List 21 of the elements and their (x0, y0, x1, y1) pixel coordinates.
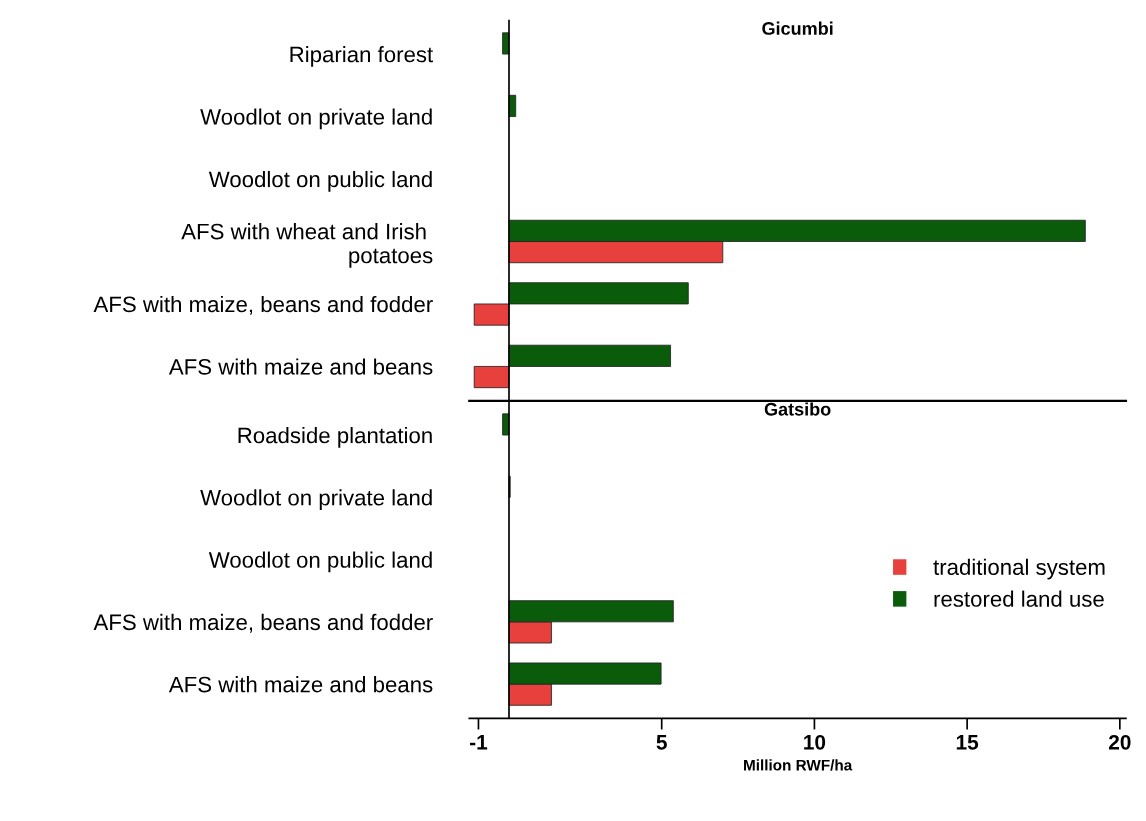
y-tick-label: AFS with maize and beans (168, 676, 433, 693)
legend-label: traditional system (933, 558, 1105, 580)
y-tick-label: Riparian forest (290, 46, 434, 67)
y-tick-label: Woodlot on public land (208, 551, 432, 573)
y-tick-label: AFS with maize, beans and fodder (93, 295, 433, 315)
x-axis-title: Million RWF/ha (744, 759, 853, 771)
x-tick-label: 10 (804, 734, 826, 750)
x-tick-label: 5 (656, 735, 667, 750)
x-tick-label: 20 (1108, 734, 1131, 750)
chart-title: Gatsibo (764, 402, 831, 416)
y-tick-label: AFS with maize, beans and fodder (93, 613, 433, 633)
y-tick-label: AFS with maize and beans (168, 358, 433, 375)
legend-label: restored land use (934, 590, 1104, 607)
chart-title: Gicumbi (762, 21, 833, 35)
y-tick-label: AFS with wheat and Irish potatoes (181, 223, 433, 268)
y-tick-label: Woodlot on private land (200, 489, 432, 510)
x-tick-label: -1 (470, 735, 488, 750)
y-tick-label: Woodlot on private land (200, 108, 432, 130)
y-tick-label: Roadside plantation (238, 426, 432, 448)
x-tick-label: 15 (956, 735, 979, 750)
y-tick-label: Woodlot on public land (208, 170, 432, 192)
